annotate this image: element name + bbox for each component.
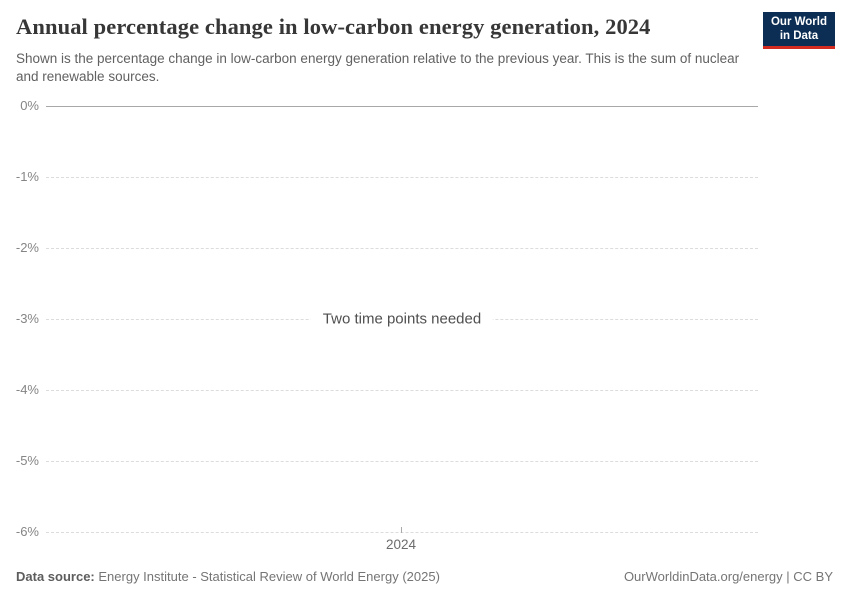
y-axis-tick-label: 0% [20,98,39,113]
x-axis-tick-label: 2024 [385,537,417,552]
chart-subtitle: Shown is the percentage change in low-ca… [16,51,740,84]
attribution-link[interactable]: OurWorldinData.org/energy | CC BY [623,569,833,584]
chart-title: Annual percentage change in low-carbon e… [16,14,651,39]
gridline [46,532,758,533]
y-axis-tick-label: -1% [15,169,39,184]
gridline [46,106,758,107]
gridline [46,177,758,178]
data-source-value[interactable]: Energy Institute - Statistical Review of… [98,569,440,584]
y-axis-tick-label: -4% [15,382,39,397]
gridline [46,390,758,391]
data-source-label: Data source: [16,569,95,584]
y-axis-tick-label: -5% [15,453,39,468]
gridline [46,461,758,462]
y-axis-tick-label: -3% [15,311,39,326]
empty-state-message: Two time points needed [310,308,494,330]
owid-logo[interactable]: Our World in Data [762,12,835,49]
y-axis-tick-label: -6% [15,524,39,539]
x-axis-tick-mark [401,527,402,533]
owid-logo-line2: in Data [779,29,819,42]
y-axis-tick-label: -2% [15,240,39,255]
owid-logo-line1: Our World [770,16,827,28]
data-source-line: Data source: Energy Institute - Statisti… [16,569,440,585]
gridline [46,248,758,249]
